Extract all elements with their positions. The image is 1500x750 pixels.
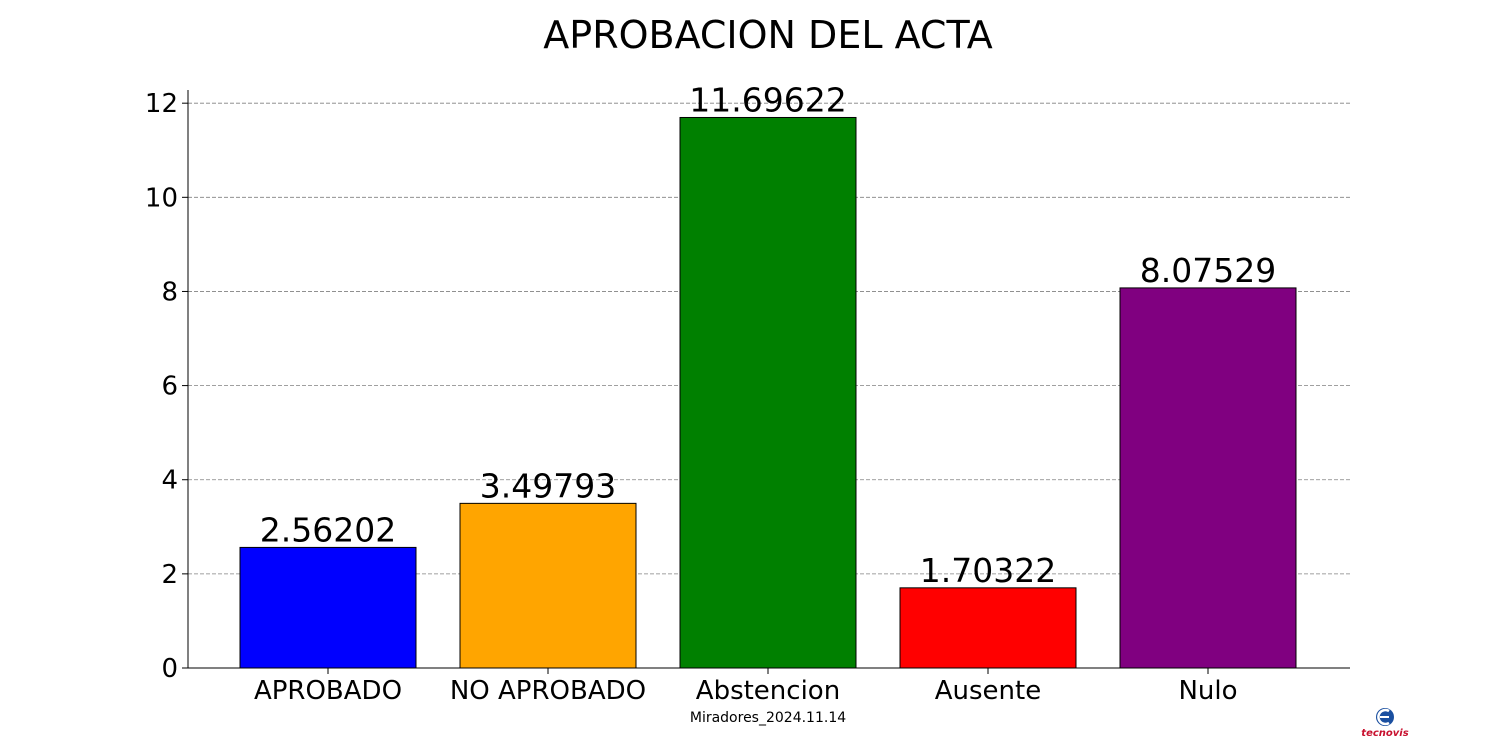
data-label: 8.07529 [1140,251,1276,290]
y-tick-label: 0 [161,654,178,684]
bar-aprobado [239,546,417,669]
y-tick-label: 4 [161,466,178,496]
x-tick-label: APROBADO [254,676,402,706]
y-tick-label: 12 [145,89,178,119]
x-tick-label: Ausente [935,676,1041,706]
logo-text: tecnovis [1361,728,1408,739]
data-label: 3.49793 [480,466,616,505]
data-label: 2.56202 [260,510,396,549]
bars [239,116,1297,669]
x-tick-label: NO APROBADO [450,676,646,706]
data-label: 1.70322 [920,551,1056,590]
tecnovis-logo: tecnovis [1361,708,1409,739]
x-axis-label: Miradores_2024.11.14 [690,710,846,726]
y-tick-label: 10 [145,183,178,213]
y-tick-label: 2 [161,560,178,590]
chart-title: APROBACION DEL ACTA [543,13,992,57]
x-ticks: APROBADO NO APROBADO Abstencion Ausente Nulo [254,668,1238,706]
data-label: 11.69622 [689,80,846,119]
bar-no-aprobado [459,502,637,669]
bar-abstencion [679,116,857,669]
y-tick-label: 6 [161,372,178,402]
y-ticks: 0 2 4 6 8 10 12 [145,89,188,684]
axes [187,90,1350,669]
x-tick-label: Abstencion [696,676,840,706]
y-tick-label: 8 [161,277,178,307]
value-labels: 2.56202 3.49793 11.69622 1.70322 8.07529 [260,80,1276,589]
bar-nulo [1119,287,1297,669]
x-tick-label: Nulo [1178,676,1237,706]
bar-ausente [899,587,1077,669]
